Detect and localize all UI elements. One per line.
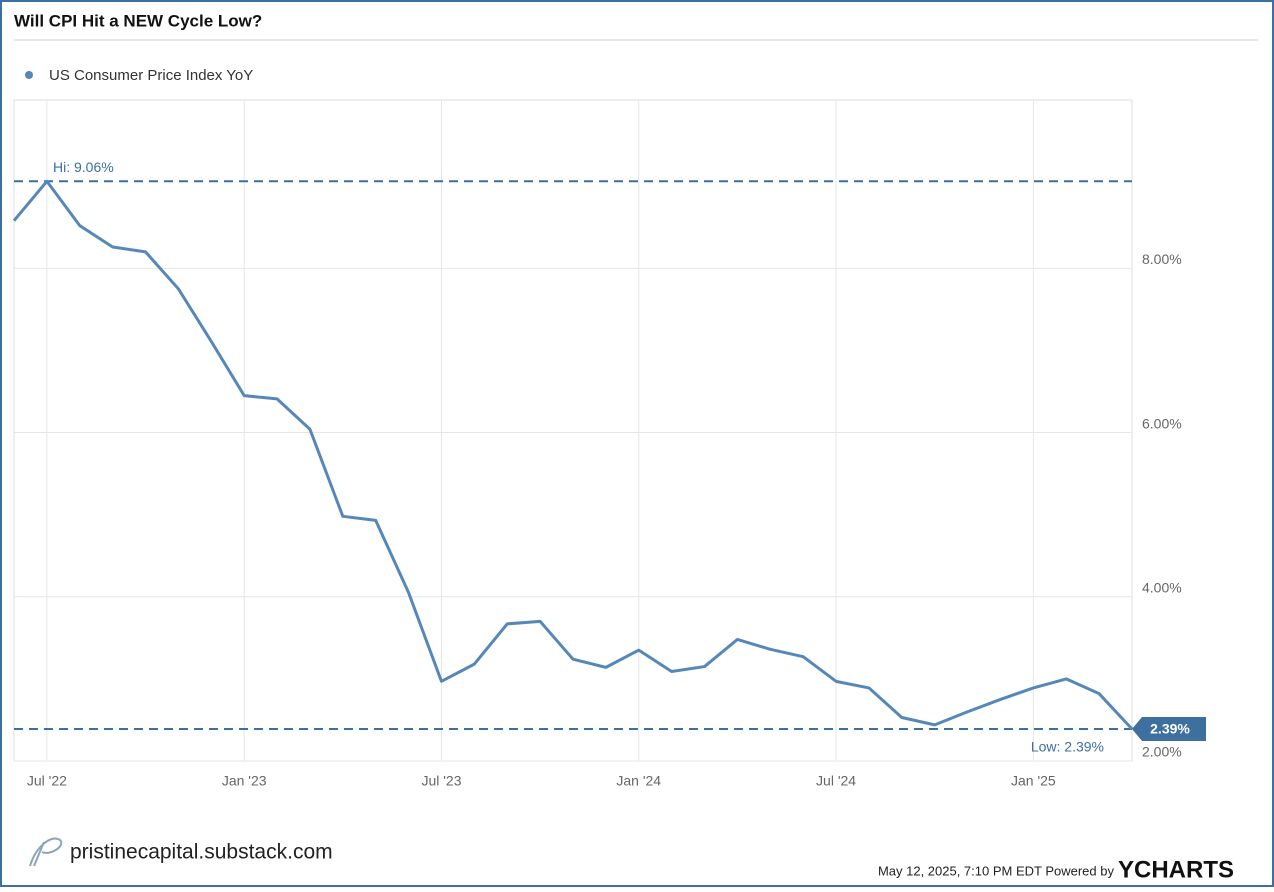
x-tick-label: Jan '23 — [222, 773, 267, 789]
source-logo — [29, 837, 63, 867]
reference-label: Hi: 9.06% — [53, 159, 114, 175]
x-tick-label: Jul '23 — [421, 773, 461, 789]
end-label-box — [1132, 716, 1206, 741]
y-tick-label: 4.00% — [1142, 579, 1182, 595]
data-line — [12, 179, 1134, 731]
end-label: 2.39% — [1150, 721, 1190, 737]
legend-marker — [25, 71, 33, 79]
y-tick-label: 6.00% — [1142, 415, 1182, 431]
x-tick-label: Jul '22 — [27, 773, 67, 789]
chart-title: Will CPI Hit a NEW Cycle Low? — [14, 11, 262, 30]
y-tick-label: 2.00% — [1142, 744, 1182, 760]
x-tick-label: Jan '25 — [1011, 773, 1056, 789]
source: pristinecapital.substack.com — [70, 841, 333, 864]
x-tick-label: Jan '24 — [616, 773, 661, 789]
y-tick-label: 8.00% — [1142, 251, 1182, 267]
timestamp: May 12, 2025, 7:10 PM EDT Powered by — [878, 863, 1115, 878]
x-tick-label: Jul '24 — [816, 773, 856, 789]
reference-label: Low: 2.39% — [1031, 739, 1104, 755]
legend-label: US Consumer Price Index YoY — [49, 67, 253, 84]
brand: YCHARTS — [1118, 856, 1234, 883]
logo-shape — [29, 837, 63, 867]
